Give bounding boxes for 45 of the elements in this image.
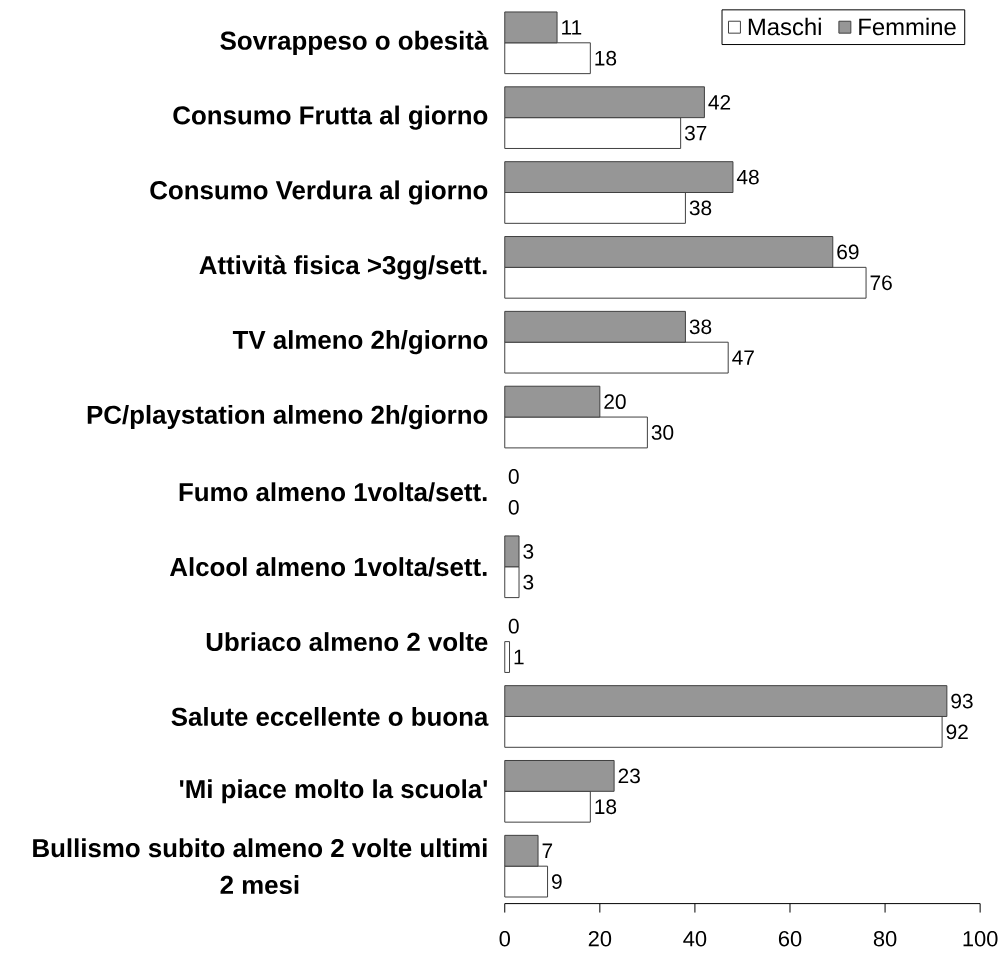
data-label: 23: [618, 768, 640, 784]
x-tick-label: 40: [683, 931, 707, 947]
data-label: 69: [837, 244, 859, 260]
data-label: 76: [870, 275, 892, 291]
data-label: 7: [542, 843, 553, 859]
legend-label: Femmine: [859, 17, 956, 36]
x-tick-label: 60: [778, 931, 802, 947]
data-label: 30: [651, 425, 674, 441]
y-tick-label: Consumo Frutta al giorno: [173, 105, 488, 130]
data-label: 38: [689, 319, 712, 335]
data-label: 9: [552, 874, 562, 890]
data-label: 18: [595, 799, 617, 815]
data-label: 18: [595, 50, 617, 66]
data-label: 1: [514, 649, 524, 665]
x-tick-label: 20: [588, 931, 612, 947]
data-label: 37: [684, 125, 707, 141]
legend-label: Maschi: [748, 17, 821, 36]
y-tick-label: Sovrappeso o obesità: [220, 30, 489, 56]
y-tick-label: Attività fisica >3gg/sett.: [199, 255, 487, 280]
y-tick-label: Alcool almeno 1volta/sett.: [169, 557, 487, 577]
data-label: 20: [604, 394, 626, 410]
bar: [504, 641, 511, 674]
data-label: 3: [523, 574, 534, 590]
x-tick-label: 100: [963, 931, 998, 947]
x-tick-label: 80: [873, 931, 897, 947]
data-label: 48: [736, 169, 759, 185]
y-tick-label: Consumo Verdura al giorno: [150, 180, 488, 205]
y-tick-label: Ubriaco almeno 2 volte: [206, 632, 488, 652]
data-label: 0: [508, 618, 519, 634]
y-tick-label: 'Mi piace molto la scuola': [179, 779, 487, 804]
data-label: 0: [508, 469, 519, 485]
y-tick-label: Bullismo subito almeno 2 volte ultimi 2 mesi: [33, 838, 487, 895]
data-label: 38: [689, 200, 712, 216]
data-label: 93: [951, 693, 973, 709]
data-label: 92: [946, 724, 968, 740]
data-label: 11: [562, 20, 582, 35]
x-tick-label: 0: [499, 931, 510, 947]
data-label: 42: [708, 95, 731, 110]
data-label: 47: [732, 350, 754, 365]
y-tick-label: TV almeno 2h/giorno: [232, 330, 488, 355]
data-label: 0: [508, 500, 519, 515]
y-tick-label: PC/playstation almeno 2h/giorno: [87, 405, 488, 430]
y-tick-label: Salute eccellente o buona: [171, 707, 489, 727]
y-tick-label: Fumo almeno 1volta/sett.: [179, 482, 487, 502]
data-label: 3: [523, 544, 534, 559]
